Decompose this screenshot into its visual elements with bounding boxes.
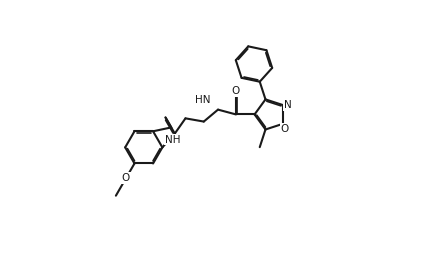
Text: HN: HN — [195, 95, 210, 105]
Text: NH: NH — [165, 135, 181, 145]
Text: O: O — [231, 86, 240, 96]
Text: O: O — [281, 124, 289, 134]
Text: N: N — [284, 100, 292, 110]
Text: O: O — [122, 173, 130, 183]
